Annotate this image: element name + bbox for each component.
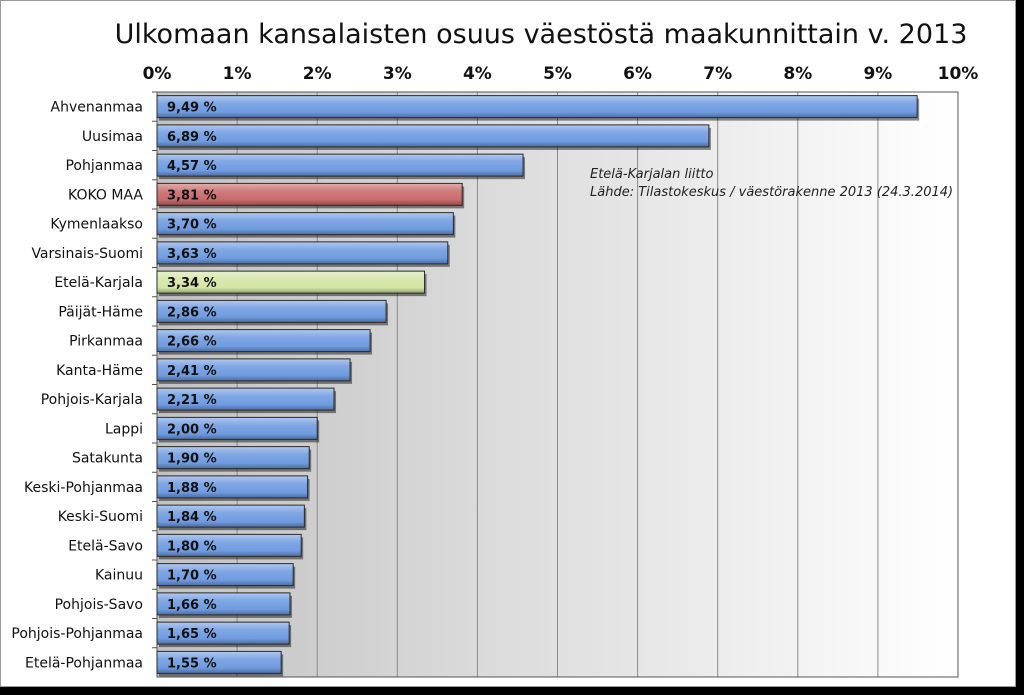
bar <box>156 358 351 382</box>
data-label: 2,00 % <box>167 422 217 437</box>
y-tick-label: KOKO MAA <box>68 187 143 203</box>
data-label: 2,21 % <box>167 393 217 408</box>
y-tick-label: Lappi <box>105 421 143 437</box>
source-annotation: Etelä-Karjalan liitto <box>590 167 714 182</box>
data-label: 2,41 % <box>167 364 217 379</box>
bar <box>156 270 426 294</box>
bar <box>156 416 318 440</box>
y-tick-label: Uusimaa <box>82 129 143 145</box>
y-tick-label: Varsinais-Suomi <box>31 246 143 262</box>
data-label: 3,34 % <box>167 276 217 291</box>
y-tick-label: Kanta-Häme <box>56 363 143 379</box>
bar <box>156 592 291 616</box>
y-tick-label: Kymenlaakso <box>50 217 143 233</box>
y-tick-label: Satakunta <box>72 451 143 467</box>
x-tick-label: 2% <box>303 64 332 84</box>
y-tick-label: Etelä-Karjala <box>54 275 143 291</box>
chart-title: Ulkomaan kansalaisten osuus väestöstä ma… <box>114 19 968 50</box>
y-tick-label: Pohjanmaa <box>65 158 143 174</box>
bar <box>156 182 463 206</box>
bar <box>156 387 335 411</box>
data-label: 9,49 % <box>167 101 217 116</box>
data-label: 1,88 % <box>167 481 217 496</box>
y-tick-label: Pohjois-Pohjanmaa <box>11 626 143 642</box>
data-label: 3,63 % <box>167 247 217 262</box>
bar <box>156 95 918 119</box>
bar <box>156 621 290 645</box>
x-tick-label: 6% <box>623 64 652 84</box>
source-annotation: Lähde: Tilastokeskus / väestörakenne 201… <box>590 185 953 200</box>
bar <box>156 533 302 557</box>
bar <box>156 299 387 323</box>
data-label: 2,86 % <box>167 305 217 320</box>
y-tick-label: Kainuu <box>95 568 143 584</box>
bar <box>156 475 309 499</box>
x-tick-label: 4% <box>463 64 492 84</box>
bar <box>156 241 449 265</box>
bar <box>156 446 310 470</box>
y-tick-label: Ahvenanmaa <box>51 100 143 116</box>
bar <box>156 124 710 148</box>
x-tick-label: 9% <box>863 64 892 84</box>
data-label: 1,80 % <box>167 539 217 554</box>
y-tick-label: Pohjois-Savo <box>55 597 143 613</box>
bar <box>156 153 524 177</box>
x-tick-label: 8% <box>783 64 812 84</box>
data-label: 1,84 % <box>167 510 217 525</box>
y-tick-label: Etelä-Pohjanmaa <box>25 655 143 671</box>
y-tick-label: Keski-Pohjanmaa <box>24 480 143 496</box>
x-tick-label: 5% <box>543 64 572 84</box>
data-label: 4,57 % <box>167 159 217 174</box>
data-label: 2,66 % <box>167 335 217 350</box>
data-label: 3,81 % <box>167 188 217 203</box>
data-label: 1,66 % <box>167 598 217 613</box>
bar <box>156 212 454 236</box>
data-label: 1,70 % <box>167 569 217 584</box>
data-label: 3,70 % <box>167 218 217 233</box>
x-tick-label: 10% <box>938 64 979 84</box>
y-tick-label: Päijät-Häme <box>58 304 143 320</box>
x-tick-label: 3% <box>383 64 412 84</box>
x-tick-label: 7% <box>703 64 732 84</box>
data-label: 6,89 % <box>167 130 217 145</box>
data-label: 1,55 % <box>167 656 217 671</box>
y-tick-label: Keski-Suomi <box>58 509 143 525</box>
data-label: 1,90 % <box>167 452 217 467</box>
y-tick-label: Pirkanmaa <box>69 334 143 350</box>
y-tick-label: Pohjois-Karjala <box>41 392 143 408</box>
x-tick-label: 0% <box>143 64 172 84</box>
data-label: 1,65 % <box>167 627 217 642</box>
y-tick-label: Etelä-Savo <box>68 538 143 554</box>
bar <box>156 504 305 528</box>
x-tick-label: 1% <box>223 64 252 84</box>
bar <box>156 650 282 674</box>
bar <box>156 563 294 587</box>
bar <box>156 329 371 353</box>
